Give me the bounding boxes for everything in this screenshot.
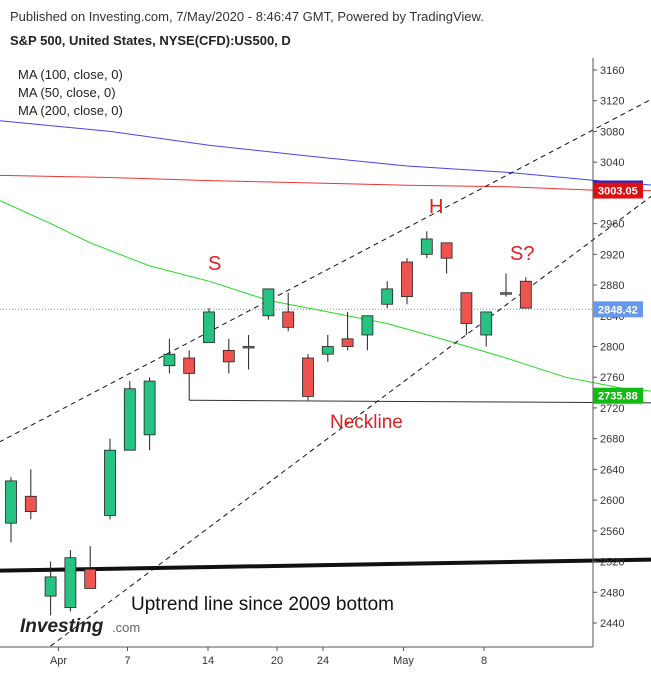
candle-body bbox=[381, 288, 394, 305]
price-label: 3003.05 bbox=[598, 186, 638, 198]
candle-body bbox=[5, 480, 17, 524]
x-tick-label: 7 bbox=[124, 655, 130, 667]
candle-body bbox=[401, 261, 413, 297]
candle-body bbox=[519, 280, 532, 309]
published-caption: Published on Investing.com, 7/May/2020 -… bbox=[10, 9, 484, 24]
annotations: S H S? Neckline Uptrend line since 2009 … bbox=[131, 196, 534, 615]
candle-body bbox=[203, 311, 215, 344]
candle-body bbox=[64, 557, 77, 609]
legend-ma50: MA (50, close, 0) bbox=[18, 85, 116, 100]
candle-body bbox=[440, 242, 453, 259]
legend-ma200: MA (200, close, 0) bbox=[18, 103, 123, 118]
candle-body bbox=[262, 288, 275, 317]
brand-name: Investing bbox=[20, 616, 104, 637]
trendline-uptrend-2009 bbox=[0, 557, 651, 573]
moving-averages bbox=[0, 120, 651, 392]
candle-body bbox=[84, 568, 97, 589]
candle-body bbox=[24, 495, 37, 513]
candle-body bbox=[143, 380, 156, 436]
candle-body bbox=[104, 449, 116, 516]
candle-body bbox=[183, 357, 196, 374]
candles bbox=[5, 231, 532, 616]
annotation-s-left: S bbox=[208, 253, 221, 275]
candle-body bbox=[222, 349, 235, 363]
y-tick-label: 2880 bbox=[600, 280, 624, 292]
candle-body bbox=[321, 346, 334, 355]
price-label: 2848.42 bbox=[598, 304, 638, 316]
x-tick-label: 14 bbox=[202, 655, 214, 667]
y-tick-label: 2480 bbox=[600, 587, 624, 599]
candle-body bbox=[480, 311, 493, 336]
y-tick-label: 3120 bbox=[600, 96, 624, 108]
brand-suffix: .com bbox=[112, 620, 140, 635]
y-tick-label: 2560 bbox=[600, 526, 624, 538]
y-tick-label: 2680 bbox=[600, 434, 624, 446]
y-tick-label: 3040 bbox=[600, 157, 624, 169]
y-tick-label: 2920 bbox=[600, 249, 624, 261]
candle-body bbox=[460, 292, 473, 324]
y-tick-label: 2800 bbox=[600, 342, 624, 354]
y-tick-label: 2640 bbox=[600, 464, 624, 476]
x-tick-label: Apr bbox=[50, 655, 67, 667]
annotation-uptrend: Uptrend line since 2009 bottom bbox=[131, 594, 394, 615]
ma-line bbox=[0, 200, 651, 392]
annotation-head: H bbox=[429, 196, 443, 218]
candle-body bbox=[341, 338, 354, 347]
legend-ma100: MA (100, close, 0) bbox=[18, 67, 123, 82]
y-tick-label: 2440 bbox=[600, 618, 624, 630]
candle-body bbox=[500, 292, 512, 295]
price-label-box bbox=[593, 182, 643, 199]
y-tick-label: 2720 bbox=[600, 403, 624, 415]
candle-body bbox=[123, 388, 136, 451]
candle-body bbox=[163, 353, 176, 367]
y-tick-label: 2960 bbox=[600, 219, 624, 231]
price-label-box bbox=[593, 387, 643, 404]
annotation-s-right: S? bbox=[510, 243, 534, 265]
x-tick-label: May bbox=[393, 655, 414, 667]
trendlines bbox=[0, 98, 651, 647]
price-label: 2735.88 bbox=[598, 391, 638, 403]
y-tick-label: 2520 bbox=[600, 557, 624, 569]
trendline-lower-channel bbox=[50, 195, 651, 647]
candle-body bbox=[361, 315, 374, 336]
y-tick-label: 2760 bbox=[600, 372, 624, 384]
ma-line bbox=[0, 174, 651, 192]
candle-body bbox=[44, 576, 57, 597]
candle-body bbox=[242, 346, 255, 349]
candle-body bbox=[420, 238, 433, 255]
trendline-upper-channel bbox=[0, 98, 651, 443]
x-tick-label: 20 bbox=[271, 655, 283, 667]
annotation-neckline: Neckline bbox=[330, 412, 403, 433]
y-tick-label: 3160 bbox=[600, 65, 624, 77]
candle-body bbox=[282, 311, 295, 328]
symbol-title: S&P 500, United States, NYSE(CFD):US500,… bbox=[10, 33, 291, 48]
price-label-box bbox=[593, 301, 643, 318]
ma-line bbox=[0, 120, 651, 186]
axes: 3160312030803040300029602920288028402800… bbox=[0, 58, 643, 667]
trendline-neckline bbox=[189, 399, 651, 404]
x-tick-label: 24 bbox=[317, 655, 329, 667]
x-tick-label: 8 bbox=[481, 655, 487, 667]
brand-logo: Investing .com bbox=[20, 616, 140, 637]
y-tick-label: 2600 bbox=[600, 495, 624, 507]
y-tick-label: 3080 bbox=[600, 126, 624, 138]
candle-body bbox=[302, 357, 314, 397]
